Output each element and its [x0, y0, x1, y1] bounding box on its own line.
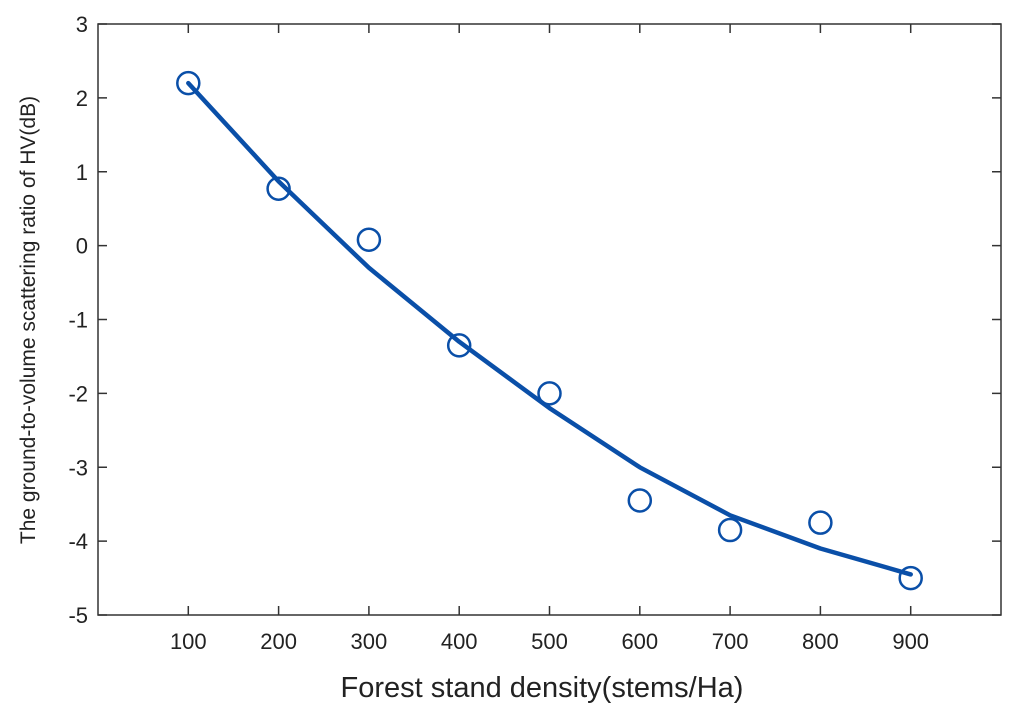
- y-tick-label: 1: [76, 160, 88, 185]
- plot-frame: [97, 23, 1002, 616]
- data-point: [356, 227, 382, 252]
- data-point: [537, 381, 562, 406]
- x-tick-label: 400: [441, 629, 478, 654]
- x-tick-label: 800: [802, 629, 839, 654]
- x-tick-label: 700: [712, 629, 749, 654]
- y-tick-label: -2: [68, 381, 88, 406]
- x-tick-label: 900: [892, 629, 929, 654]
- data-point: [627, 488, 653, 513]
- data-point: [898, 565, 923, 591]
- x-tick-label: 300: [351, 629, 388, 654]
- y-tick-label: -3: [68, 455, 88, 480]
- x-tick-label: 100: [170, 629, 207, 654]
- data-point: [717, 517, 743, 543]
- data-point: [446, 333, 472, 358]
- y-tick-label: 3: [76, 12, 88, 37]
- y-tick-label: -1: [68, 308, 88, 333]
- series-layer: [176, 70, 923, 591]
- y-tick-label: 0: [76, 234, 88, 259]
- x-axis-title: Forest stand density(stems/Ha): [341, 672, 744, 704]
- data-point: [266, 176, 291, 201]
- x-tick-label: 600: [621, 629, 658, 654]
- fit-line: [186, 80, 913, 577]
- y-tick-label: -4: [68, 529, 88, 554]
- data-point: [808, 510, 833, 535]
- x-tick-label: 500: [531, 629, 568, 654]
- y-tick-label: -5: [68, 603, 88, 628]
- y-tick-label: 2: [76, 86, 88, 111]
- x-axis-ticks: 100 200 300 400 500 600 700 800 900: [170, 24, 929, 654]
- y-axis-title: The ground-to-volume scattering ratio of…: [17, 96, 40, 544]
- y-axis-ticks: -5 -4 -3 -2 -1 0 1 2 3: [68, 12, 1001, 628]
- x-tick-label: 200: [260, 629, 297, 654]
- data-point: [176, 70, 201, 96]
